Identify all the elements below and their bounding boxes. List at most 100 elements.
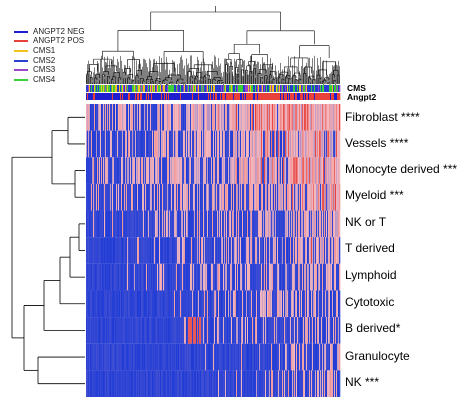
heatmap-cell: [159, 370, 161, 397]
heatmap-cell: [90, 263, 92, 291]
heatmap-cell: [251, 210, 253, 238]
heatmap-cell: [206, 343, 208, 371]
angpt2-cell: [111, 93, 113, 100]
heatmap-cell: [130, 104, 132, 131]
cms-cell: [182, 85, 184, 92]
heatmap-cell: [230, 104, 232, 131]
cms-cell: [286, 85, 288, 92]
heatmap-cell: [262, 104, 264, 131]
heatmap-cell: [91, 183, 93, 211]
heatmap-cell: [269, 263, 271, 291]
heatmap-cell: [311, 237, 313, 264]
heatmap-cell: [143, 130, 145, 158]
heatmap-cell: [225, 183, 227, 211]
legend-label: ANGPT2 POS: [33, 36, 85, 46]
heatmap-cell: [232, 130, 234, 158]
heatmap-cell: [261, 343, 263, 371]
legend-label: ANGPT2 NEG: [33, 26, 85, 36]
heatmap-cell: [324, 343, 326, 371]
cms-cell: [237, 85, 239, 92]
heatmap-cell: [300, 237, 302, 264]
heatmap-cell: [332, 290, 334, 318]
angpt2-cell: [106, 93, 108, 100]
heatmap-cell: [250, 290, 252, 318]
heatmap-cell: [142, 343, 144, 371]
heatmap-cell: [166, 210, 168, 238]
heatmap-cell: [117, 263, 119, 291]
heatmap-cell: [330, 317, 332, 344]
heatmap-cell: [192, 183, 194, 211]
heatmap-cell: [121, 343, 123, 371]
heatmap-cell: [306, 370, 308, 397]
heatmap-cell: [201, 263, 203, 291]
heatmap-cell: [280, 157, 282, 184]
heatmap-cell: [175, 343, 177, 371]
angpt2-cell: [197, 93, 199, 100]
cms-cell: [110, 85, 112, 92]
heatmap-cell: [235, 317, 237, 344]
heatmap-cell: [243, 183, 245, 211]
heatmap-cell: [93, 343, 95, 371]
heatmap-cell: [246, 343, 248, 371]
heatmap-cell: [158, 290, 160, 318]
heatmap-cell: [193, 210, 195, 238]
heatmap-cell: [197, 343, 199, 371]
heatmap-cell: [324, 157, 326, 184]
heatmap-cell: [244, 157, 246, 184]
heatmap-cell: [299, 104, 301, 131]
heatmap-cell: [126, 237, 128, 264]
heatmap-cell: [304, 210, 306, 238]
heatmap-cell: [226, 104, 228, 131]
angpt2-cell: [297, 93, 299, 100]
angpt2-cell: [210, 93, 212, 100]
heatmap-cell: [298, 290, 300, 318]
heatmap-cell: [339, 157, 341, 184]
heatmap-cell: [327, 157, 329, 184]
heatmap-cell: [320, 183, 322, 211]
angpt2-cell: [137, 93, 139, 100]
heatmap-cell: [295, 263, 297, 291]
heatmap-cell: [196, 104, 198, 131]
heatmap-cell: [110, 157, 112, 184]
heatmap-cell: [297, 237, 299, 264]
cms-cell: [270, 85, 272, 92]
angpt2-cell: [203, 93, 205, 100]
heatmap-cell: [245, 343, 247, 371]
heatmap-cell: [148, 183, 150, 211]
heatmap-cell: [173, 183, 175, 211]
heatmap-cell: [223, 104, 225, 131]
heatmap-cell: [276, 183, 278, 211]
heatmap-cell: [176, 183, 178, 211]
heatmap-cell: [186, 130, 188, 158]
heatmap-cell: [160, 237, 162, 264]
heatmap-cell: [178, 183, 180, 211]
heatmap-cell: [273, 263, 275, 291]
heatmap-cell: [278, 290, 280, 318]
heatmap-cell: [245, 183, 247, 211]
angpt2-cell: [260, 93, 262, 100]
cms-cell: [321, 85, 323, 92]
heatmap-cell: [179, 290, 181, 318]
heatmap-cell: [230, 290, 232, 318]
heatmap-cell: [190, 130, 192, 158]
cms-cell: [318, 85, 320, 92]
heatmap-cell: [229, 130, 231, 158]
heatmap-cell: [223, 183, 225, 211]
heatmap-cell: [287, 290, 289, 318]
heatmap-cell: [144, 370, 146, 397]
heatmap-cell: [136, 104, 138, 131]
heatmap-cell: [326, 290, 328, 318]
cms-cell: [287, 85, 289, 92]
cms-cell: [278, 85, 280, 92]
angpt2-cell: [257, 93, 259, 100]
heatmap-cell: [260, 104, 262, 131]
heatmap-cell: [210, 237, 212, 264]
heatmap-cell: [245, 237, 247, 264]
heatmap-cell: [309, 104, 311, 131]
cms-cell: [285, 85, 287, 92]
legend-swatch: [14, 49, 28, 52]
heatmap-cell: [186, 237, 188, 264]
heatmap-cell: [114, 183, 116, 211]
heatmap-cell: [173, 237, 175, 264]
heatmap-cell: [197, 263, 199, 291]
